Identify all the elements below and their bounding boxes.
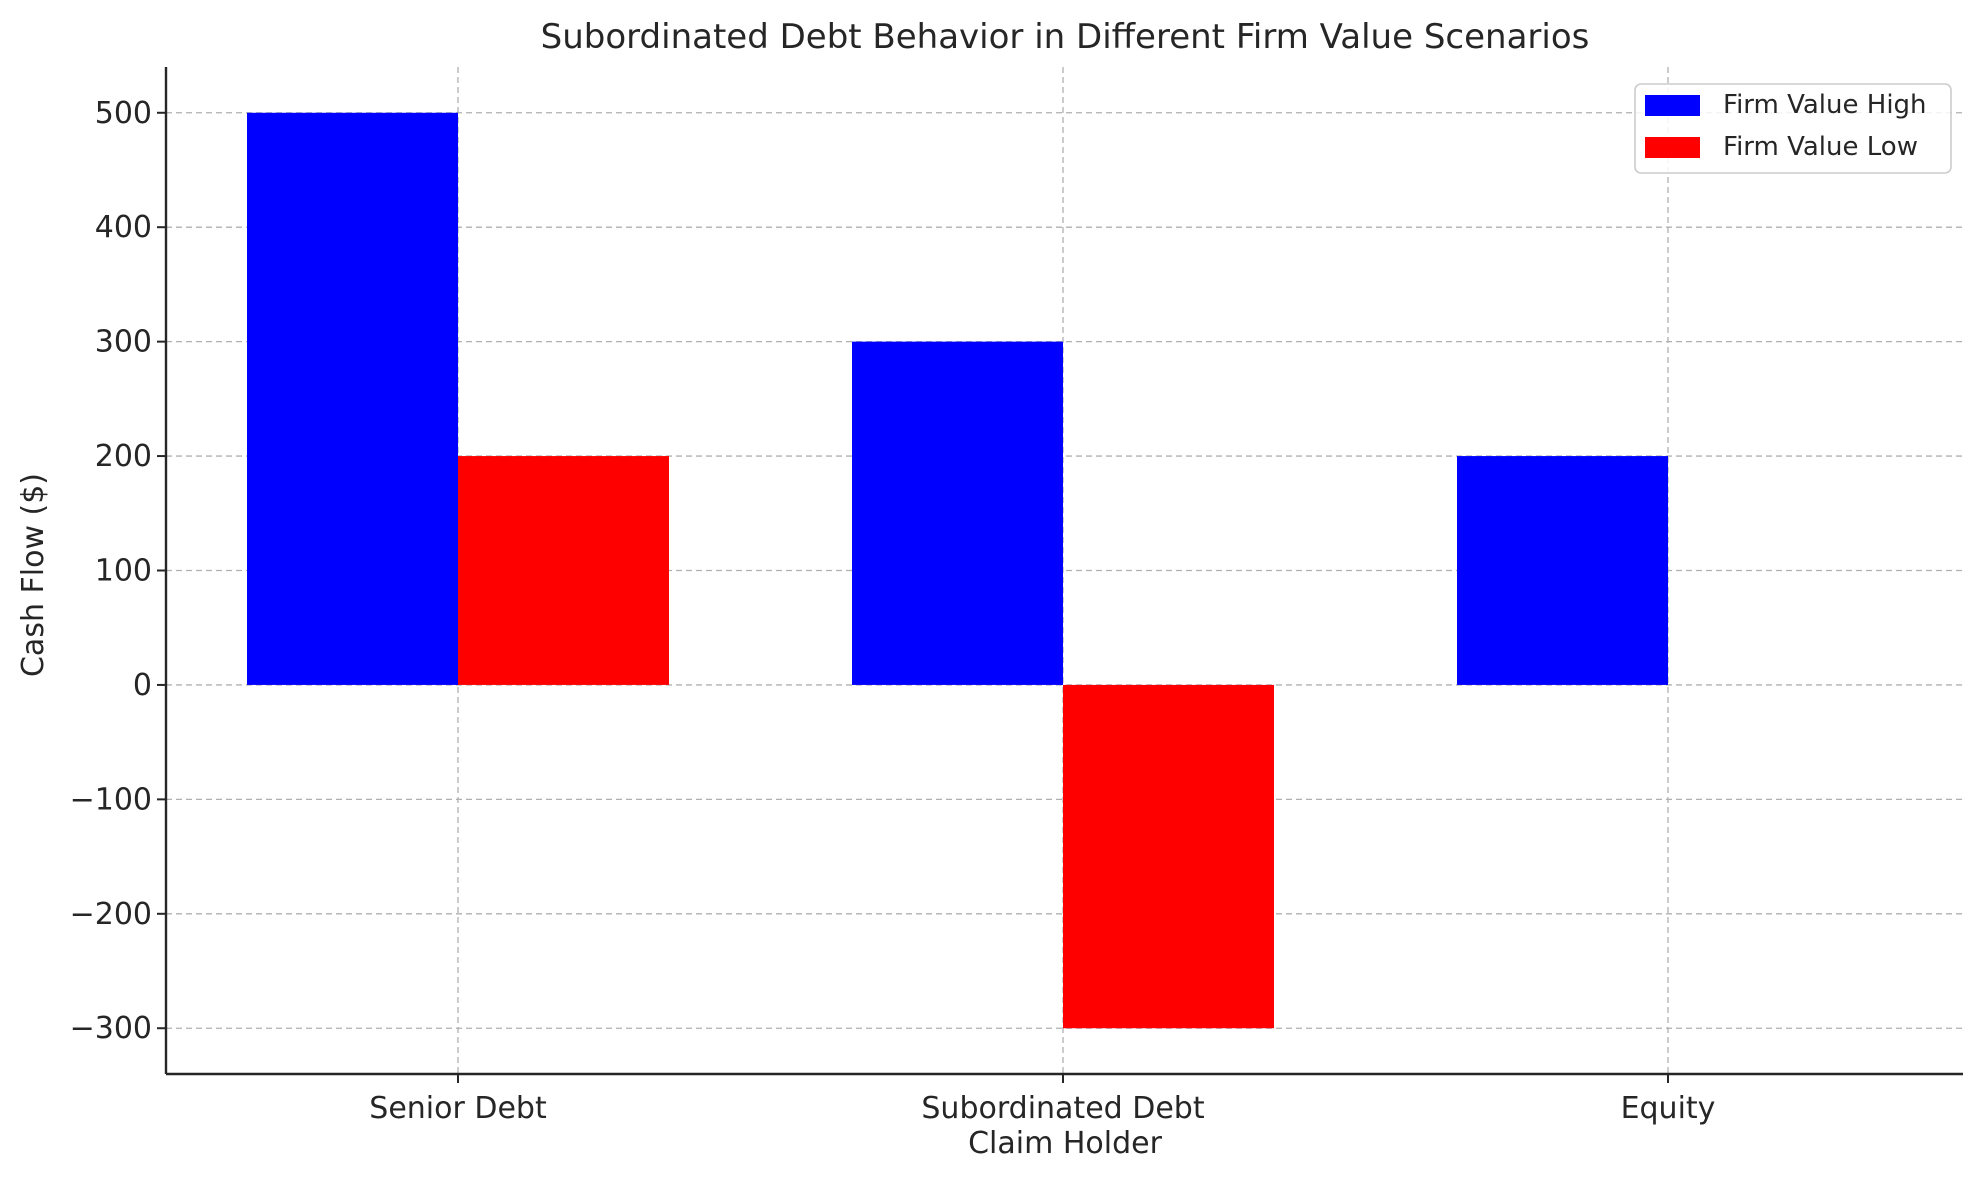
- legend-swatch-firm-value-high: [1645, 95, 1700, 116]
- x-tick-label-equity: Equity: [1621, 1091, 1716, 1126]
- x-tick-label-senior-debt: Senior Debt: [369, 1091, 547, 1126]
- bars-layer: [247, 112, 1668, 1029]
- legend-label-firm-value-low: Firm Value Low: [1723, 132, 1918, 162]
- bar-firm-value-high-subordinated-debt: [852, 341, 1063, 685]
- bar-firm-value-high-senior-debt: [247, 112, 458, 685]
- y-tick-label: 300: [95, 325, 152, 360]
- y-tick-label: 100: [95, 554, 152, 589]
- bar-firm-value-high-equity: [1457, 456, 1668, 685]
- legend-swatch-firm-value-low: [1645, 137, 1700, 158]
- y-tick-label: −300: [70, 1011, 152, 1046]
- bar-firm-value-low-subordinated-debt: [1063, 684, 1274, 1029]
- legend: Firm Value High Firm Value Low: [1634, 83, 1952, 174]
- legend-frame: [1634, 83, 1952, 174]
- y-axis-label: Cash Flow ($): [16, 473, 51, 677]
- y-tick-label: 400: [95, 210, 152, 245]
- y-tick-label: −200: [70, 897, 152, 932]
- y-tick-label: 0: [133, 668, 152, 703]
- x-tick-label-subordinated-debt: Subordinated Debt: [921, 1091, 1204, 1126]
- legend-label-firm-value-high: Firm Value High: [1723, 90, 1927, 120]
- y-tick-label: 200: [95, 439, 152, 474]
- y-tick-label: −100: [70, 782, 152, 817]
- bar-firm-value-low-senior-debt: [458, 456, 669, 685]
- chart-title: Subordinated Debt Behavior in Different …: [541, 17, 1590, 57]
- ticks-layer: 500 400 300 200 100 0 −100 −200 −300 Senior Debt S…: [70, 96, 1716, 1126]
- y-tick-label: 500: [95, 96, 152, 131]
- x-axis-label: Claim Holder: [968, 1126, 1163, 1161]
